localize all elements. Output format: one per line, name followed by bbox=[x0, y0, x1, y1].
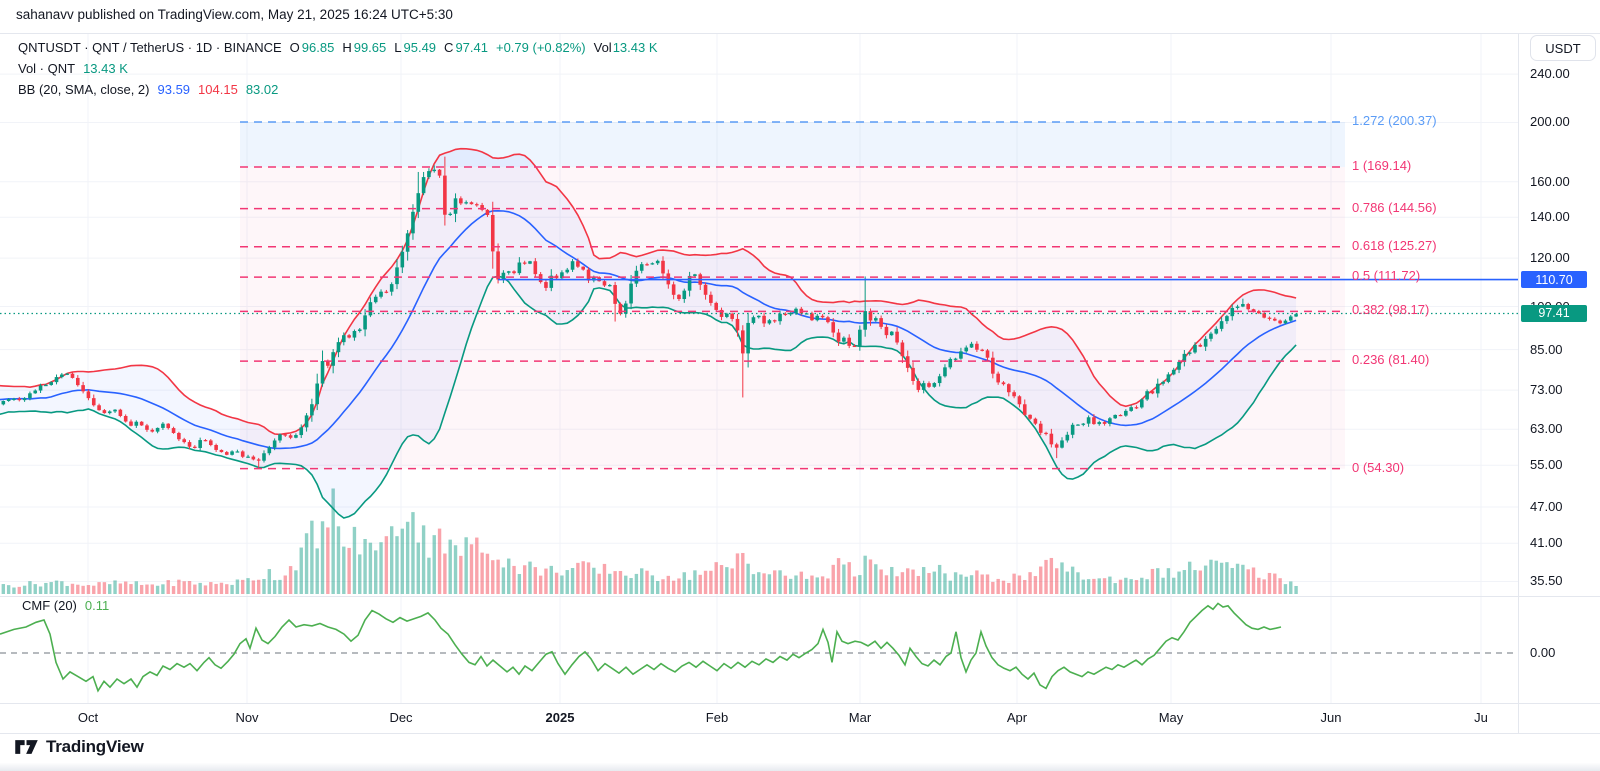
volume-indicator-label: Vol · QNT bbox=[18, 61, 76, 76]
volume-indicator-value: 13.43 K bbox=[83, 61, 128, 76]
bottom-edge-strip bbox=[0, 763, 1600, 771]
tradingview-brand-text[interactable]: TradingView bbox=[46, 737, 144, 756]
volume-legend-row[interactable]: Vol · QNT 13.43 K bbox=[18, 60, 658, 77]
bollinger-upper-value: 104.15 bbox=[198, 82, 238, 97]
bollinger-legend-row[interactable]: BB (20, SMA, close, 2) 93.59 104.15 83.0… bbox=[18, 81, 658, 98]
cmf-label: CMF (20) bbox=[22, 598, 77, 613]
cmf-legend-row[interactable]: CMF (20) 0.11 bbox=[22, 598, 109, 613]
footer: TradingView bbox=[14, 737, 144, 757]
chart-legend[interactable]: QNTUSDT · QNT / TetherUS · 1D · BINANCE … bbox=[18, 39, 658, 98]
close-value: C 97.41 bbox=[444, 40, 488, 55]
publish-header: sahanavv published on TradingView.com, M… bbox=[16, 7, 453, 22]
symbol-legend-row[interactable]: QNTUSDT · QNT / TetherUS · 1D · BINANCE … bbox=[18, 39, 658, 56]
bollinger-lower-value: 83.02 bbox=[245, 82, 279, 97]
cmf-value: 0.11 bbox=[84, 598, 110, 613]
volume-value: Vol 13.43 K bbox=[593, 40, 658, 55]
open-value: O 96.85 bbox=[289, 40, 335, 55]
symbol-title[interactable]: QNTUSDT · QNT / TetherUS · 1D · BINANCE bbox=[18, 40, 282, 55]
low-value: L 95.49 bbox=[394, 40, 437, 55]
bollinger-basis-value: 93.59 bbox=[157, 82, 191, 97]
tradingview-logo-icon[interactable] bbox=[14, 738, 39, 756]
change-value: +0.79 (+0.82%) bbox=[495, 40, 586, 55]
high-value: H 99.65 bbox=[342, 40, 387, 55]
bollinger-label: BB (20, SMA, close, 2) bbox=[18, 82, 150, 97]
published-line: sahanavv published on TradingView.com, M… bbox=[16, 7, 453, 22]
